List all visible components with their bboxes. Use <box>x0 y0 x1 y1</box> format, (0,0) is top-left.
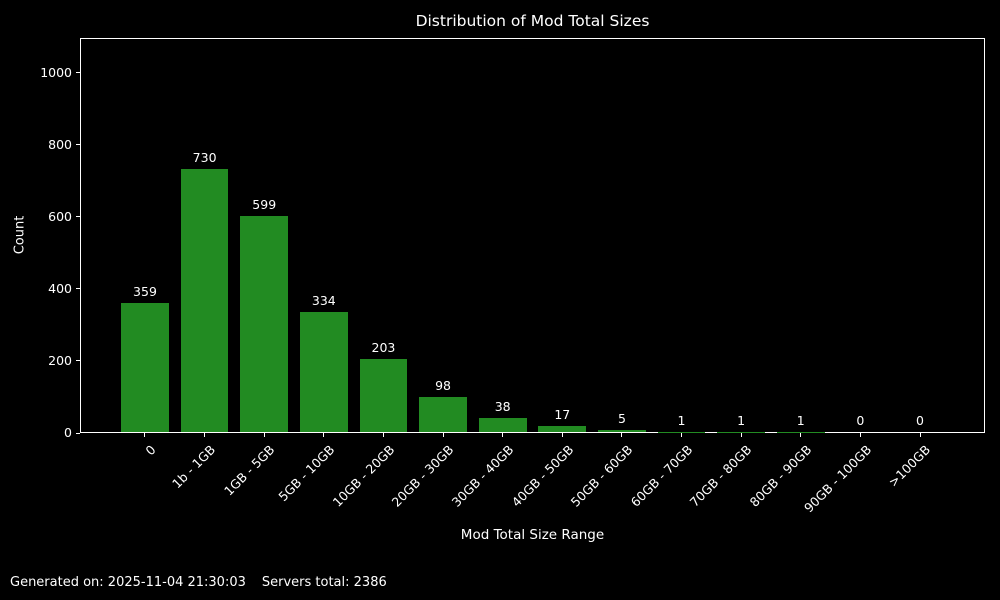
bar-value-label: 1 <box>737 412 746 428</box>
bar-value-label: 17 <box>554 406 571 422</box>
x-axis-label: Mod Total Size Range <box>460 527 605 543</box>
bar <box>359 358 408 432</box>
bar-value-label: 1 <box>796 412 805 428</box>
y-tick-label: 0 <box>64 425 72 440</box>
x-tick <box>144 433 146 437</box>
x-tick <box>800 433 802 437</box>
x-tick-label: 20GB - 30GB <box>388 442 457 510</box>
bar <box>419 396 467 432</box>
y-tick <box>76 288 80 290</box>
y-tick <box>76 432 80 434</box>
generated-timestamp: Generated on: 2025-11-04 21:30:03 <box>10 575 246 590</box>
bar <box>240 216 289 432</box>
plot-area: 359 730 599 334 203 98 38 17 5 1 1 1 0 0 <box>80 38 985 433</box>
y-tick-label: 200 <box>48 352 72 368</box>
y-tick-label: 800 <box>48 136 72 152</box>
bar-value-label: 599 <box>252 197 277 213</box>
bar-value-label: 359 <box>133 283 157 299</box>
y-tick-label: 600 <box>48 208 72 224</box>
x-tick <box>919 433 921 437</box>
bar <box>180 169 229 432</box>
x-tick <box>323 433 325 437</box>
x-tick <box>502 433 504 437</box>
footer: Generated on: 2025-11-04 21:30:03 Servers… <box>10 575 387 590</box>
x-tick-label: 1GB - 5GB <box>221 442 278 499</box>
y-tick <box>76 72 80 74</box>
x-tick-label: 5GB - 10GB <box>275 442 338 505</box>
bar-value-label: 1 <box>677 412 686 428</box>
x-tick <box>442 433 444 437</box>
x-tick-label: 60GB - 70GB <box>627 442 696 510</box>
y-tick <box>76 216 80 218</box>
y-tick <box>76 144 80 146</box>
bar <box>299 311 348 432</box>
x-tick <box>382 433 384 437</box>
x-tick-label: 30GB - 40GB <box>448 442 517 510</box>
bar-value-label: 38 <box>494 399 511 415</box>
bar-value-label: 0 <box>856 413 865 428</box>
bar-value-label: 5 <box>617 411 626 427</box>
x-tick <box>263 433 265 437</box>
y-tick <box>76 360 80 362</box>
x-tick-label: >100GB <box>885 442 934 490</box>
bar-value-label: 203 <box>371 339 396 355</box>
bar <box>478 418 527 432</box>
x-tick-label: 0 <box>142 442 159 459</box>
x-tick <box>621 433 623 437</box>
x-tick <box>561 433 563 437</box>
bar-value-label: 334 <box>311 292 336 308</box>
x-tick-label: 70GB - 80GB <box>687 442 755 510</box>
x-tick <box>740 433 742 437</box>
bar <box>598 430 646 432</box>
x-tick-label: 10GB - 20GB <box>329 442 398 510</box>
x-tick-label: 1b - 1GB <box>169 442 219 492</box>
x-tick-label: 40GB - 50GB <box>508 442 576 510</box>
x-tick <box>859 433 861 437</box>
y-tick-label: 1000 <box>40 64 72 80</box>
servers-total: Servers total: 2386 <box>261 575 387 590</box>
bar <box>121 302 169 432</box>
x-tick <box>204 433 206 437</box>
x-tick <box>681 433 683 437</box>
bar-value-label: 98 <box>435 377 452 393</box>
bar-value-label: 0 <box>916 413 924 428</box>
y-tick-label: 400 <box>48 280 72 296</box>
chart-title: Distribution of Mod Total Sizes <box>415 12 650 30</box>
bar-value-label: 730 <box>192 150 217 166</box>
bar <box>538 425 587 432</box>
x-tick-label: 50GB - 60GB <box>567 442 636 510</box>
